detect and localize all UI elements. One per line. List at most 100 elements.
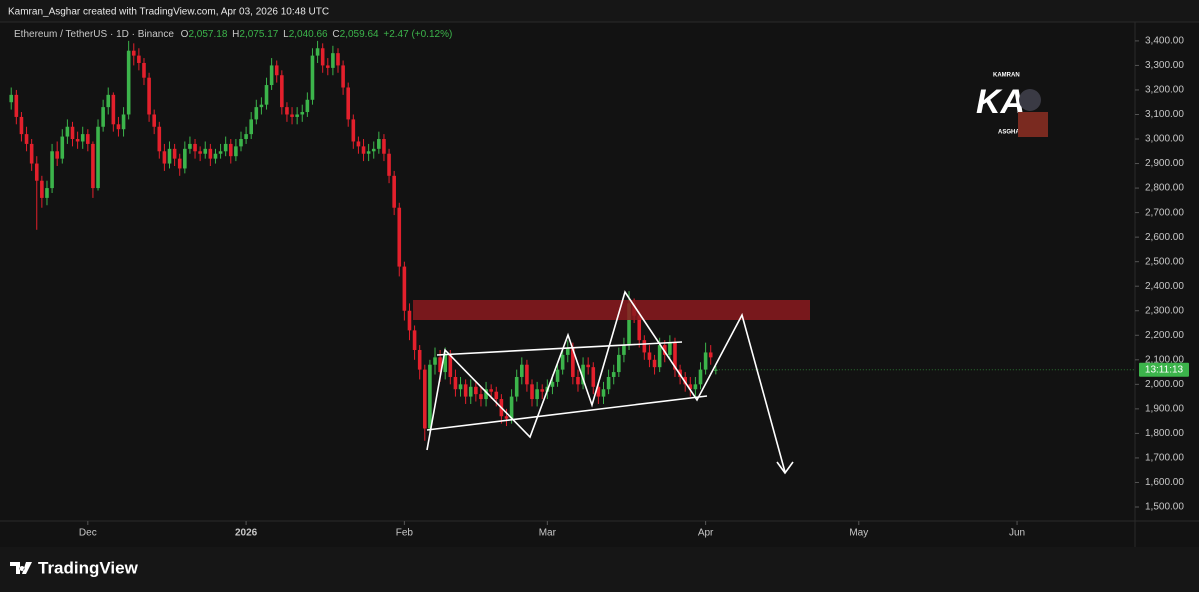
legend-value: 2,057.18	[188, 29, 227, 40]
candle-body	[540, 389, 545, 392]
candle-body	[673, 342, 677, 370]
candle-body	[708, 352, 713, 358]
candle-body	[96, 126, 100, 189]
symbol: Ethereum / TetherUS · 1D · Binance	[14, 29, 174, 40]
candle-body	[9, 94, 14, 103]
candle-body	[662, 345, 667, 355]
candle-body	[371, 148, 376, 152]
candle-body	[652, 359, 657, 368]
candle-body	[147, 77, 151, 115]
footer-text: TradingView	[38, 558, 139, 577]
candle-body	[60, 136, 65, 159]
candle-body	[443, 354, 448, 373]
candle-body	[315, 48, 320, 56]
candle-body	[101, 107, 105, 127]
candle-body	[565, 347, 570, 355]
y-tick-label: 3,000.00	[1145, 134, 1184, 145]
candle-body	[259, 104, 264, 108]
candle-body	[280, 75, 284, 108]
candle-body	[504, 416, 509, 419]
candle-body	[198, 151, 202, 154]
candle-body	[576, 376, 580, 385]
candle-body	[693, 384, 698, 390]
candle-body	[19, 116, 24, 135]
candle-body	[417, 349, 422, 370]
candle-body	[223, 143, 228, 152]
candle-body	[402, 266, 407, 311]
candle-body	[397, 207, 402, 267]
y-tick-label: 1,800.00	[1145, 428, 1184, 439]
candle-body	[91, 143, 95, 189]
candle-body	[484, 389, 488, 400]
candle-body	[55, 151, 59, 159]
candle-body	[70, 126, 75, 140]
candle-body	[596, 386, 601, 397]
candle-body	[203, 148, 208, 154]
countdown-tag	[1139, 362, 1189, 377]
candle-body	[448, 354, 453, 377]
candle-body	[285, 107, 289, 115]
candle-body	[218, 151, 223, 154]
candle-body	[438, 357, 442, 373]
y-tick-label: 3,300.00	[1145, 60, 1184, 71]
candle-body	[494, 391, 499, 400]
candle-body	[290, 114, 294, 117]
candle-body	[188, 143, 192, 149]
candle-body	[714, 369, 718, 371]
candle-body	[249, 119, 254, 135]
candle-body	[627, 303, 631, 346]
y-tick-label: 3,100.00	[1145, 109, 1184, 120]
candle-body	[29, 143, 34, 164]
candle-body	[433, 357, 437, 365]
candle-body	[274, 65, 279, 76]
y-tick-label: 2,000.00	[1145, 379, 1184, 390]
legend-key: H	[232, 29, 239, 40]
candle-body	[468, 386, 473, 397]
candle-body	[601, 389, 606, 397]
y-tick-label: 2,300.00	[1145, 305, 1184, 316]
candle-body	[509, 396, 514, 419]
candle-body	[34, 163, 39, 181]
candle-body	[479, 394, 483, 400]
candle-body	[14, 94, 19, 117]
candle-body	[126, 50, 131, 115]
candle-body	[530, 384, 534, 400]
candle-body	[668, 342, 672, 355]
candle-body	[208, 148, 213, 159]
y-tick-label: 3,200.00	[1145, 85, 1184, 96]
candle-body	[622, 345, 626, 355]
candle-body	[331, 53, 335, 68]
countdown-text: 13:11:13	[1145, 364, 1184, 375]
watermark-face	[1019, 89, 1041, 111]
candle-body	[300, 112, 305, 115]
candle-body	[617, 354, 621, 373]
candle-body	[412, 330, 417, 350]
candle-body	[642, 340, 647, 353]
candle-body	[325, 65, 330, 68]
candle-body	[474, 386, 478, 395]
tradingview-icon	[10, 562, 32, 574]
candle-body	[688, 384, 693, 390]
candle-body	[111, 94, 116, 125]
y-tick-label: 2,500.00	[1145, 256, 1184, 267]
candle-body	[356, 141, 361, 147]
x-tick-label: Jun	[1009, 528, 1025, 539]
candle-body	[657, 345, 662, 368]
candle-body	[392, 175, 396, 208]
candle-body	[213, 153, 218, 159]
plot-background	[0, 22, 1199, 547]
candle-body	[295, 114, 299, 117]
candle-body	[254, 107, 259, 120]
candle-body	[453, 376, 458, 390]
candle-body	[336, 53, 340, 66]
candle-body	[162, 151, 167, 164]
candle-body	[24, 134, 29, 144]
candle-body	[244, 134, 248, 140]
candle-body	[305, 99, 310, 113]
candle-body	[167, 148, 172, 164]
channel-upper	[436, 341, 683, 356]
candle-body	[310, 55, 315, 100]
y-tick-label: 2,100.00	[1145, 354, 1184, 365]
candle-body	[428, 364, 432, 429]
candle-body	[228, 143, 233, 157]
